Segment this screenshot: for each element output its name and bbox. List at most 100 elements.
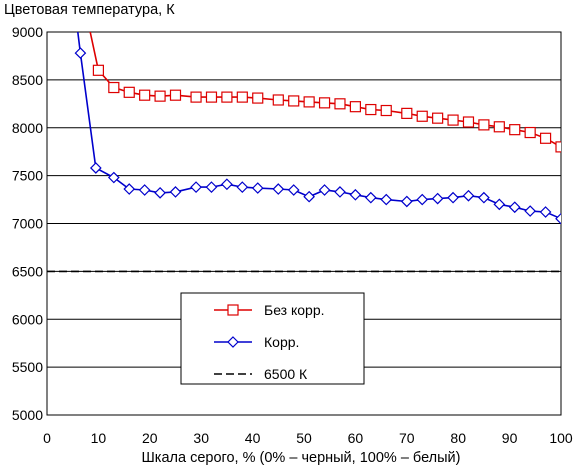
data-point — [318, 97, 331, 109]
data-point — [303, 96, 315, 108]
y-tick-label: 5500 — [12, 359, 43, 375]
x-tick-label: 30 — [193, 430, 209, 446]
data-point — [416, 110, 428, 122]
legend-box — [180, 292, 365, 385]
legend-label: Без корр. — [264, 302, 325, 318]
data-point — [524, 205, 537, 217]
chart-title: Цветовая температура, К — [4, 2, 175, 18]
data-point — [349, 101, 361, 113]
x-tick-label: 70 — [399, 430, 415, 446]
data-point — [365, 103, 377, 116]
data-point — [447, 114, 459, 126]
y-tick-labels: 5000 5500 6000 6500 7000 7500 8000 8500 9000 — [12, 24, 43, 423]
x-tick-label: 40 — [245, 430, 261, 446]
data-point — [380, 193, 393, 206]
data-point — [508, 201, 521, 214]
data-point — [447, 191, 459, 204]
data-point — [272, 183, 285, 195]
data-point — [462, 189, 475, 202]
data-point — [169, 186, 182, 198]
data-point — [287, 184, 300, 196]
data-point — [190, 91, 202, 103]
data-point — [190, 181, 202, 193]
y-tick-label: 8500 — [12, 72, 43, 88]
data-point — [349, 188, 362, 201]
data-point — [107, 171, 120, 184]
series-0 — [89, 32, 561, 153]
legend: Без корр. Корр. 6500 К — [180, 292, 365, 385]
data-point — [227, 304, 239, 316]
data-point — [236, 91, 248, 103]
x-tick-label: 100 — [549, 430, 573, 446]
data-point — [431, 192, 444, 205]
data-point — [139, 89, 151, 101]
data-point — [478, 191, 490, 204]
data-point — [555, 141, 561, 153]
data-point — [221, 178, 233, 191]
legend-item: 6500 К — [214, 366, 308, 382]
x-tick-label: 0 — [43, 430, 51, 446]
data-point — [123, 183, 136, 195]
x-tick-label: 90 — [502, 430, 518, 446]
data-point — [288, 95, 300, 107]
x-tick-label: 20 — [142, 430, 158, 446]
y-tick-label: 6000 — [12, 311, 43, 327]
data-point — [205, 91, 218, 103]
legend-label: Корр. — [264, 334, 299, 350]
data-point — [334, 98, 346, 110]
data-point — [555, 212, 561, 225]
data-point — [432, 112, 444, 124]
data-point — [539, 132, 552, 144]
x-tick-label: 10 — [91, 430, 107, 446]
series-line — [89, 32, 561, 148]
data-point — [92, 64, 105, 76]
x-tick-label: 80 — [450, 430, 466, 446]
x-tick-label: 60 — [348, 430, 364, 446]
data-point — [108, 81, 120, 94]
data-point — [154, 187, 166, 199]
legend-item: Корр. — [214, 334, 299, 350]
data-point — [138, 184, 151, 196]
data-point — [205, 181, 218, 193]
data-point — [227, 336, 239, 348]
x-tick-label: 50 — [296, 430, 312, 446]
data-point — [318, 184, 331, 196]
data-point — [334, 186, 346, 198]
data-point — [400, 195, 413, 208]
data-point — [123, 86, 135, 98]
y-tick-label: 7000 — [12, 216, 43, 232]
data-point — [539, 206, 552, 218]
data-point — [89, 162, 102, 174]
data-point — [380, 104, 392, 117]
legend-item: Без корр. — [214, 302, 325, 318]
y-tick-label: 7500 — [12, 168, 43, 184]
data-point — [478, 119, 490, 131]
legend-label: 6500 К — [264, 366, 308, 382]
series-layer — [47, 32, 561, 273]
data-point — [252, 92, 264, 104]
x-axis-title: Шкала серого, % (0% – черный, 100% – бел… — [142, 450, 461, 466]
data-point — [416, 193, 429, 206]
y-tick-label: 5000 — [12, 407, 43, 423]
data-point — [74, 47, 87, 59]
data-point — [364, 191, 377, 204]
x-tick-labels: 0 10 20 30 40 50 60 70 80 90 100 — [43, 430, 573, 446]
data-point — [401, 107, 413, 119]
data-point — [303, 190, 315, 203]
data-point — [154, 90, 166, 102]
data-point — [462, 116, 475, 128]
y-tick-label: 8000 — [12, 120, 43, 136]
data-point — [509, 124, 521, 136]
data-point — [251, 182, 264, 194]
series-1 — [74, 32, 561, 225]
data-point — [524, 126, 536, 139]
y-tick-label: 6500 — [12, 263, 43, 279]
data-point — [272, 94, 284, 106]
y-tick-label: 9000 — [12, 24, 43, 40]
data-point — [493, 198, 506, 211]
data-point — [493, 121, 505, 133]
data-point — [221, 91, 233, 103]
data-point — [169, 89, 182, 101]
data-point — [236, 181, 249, 193]
